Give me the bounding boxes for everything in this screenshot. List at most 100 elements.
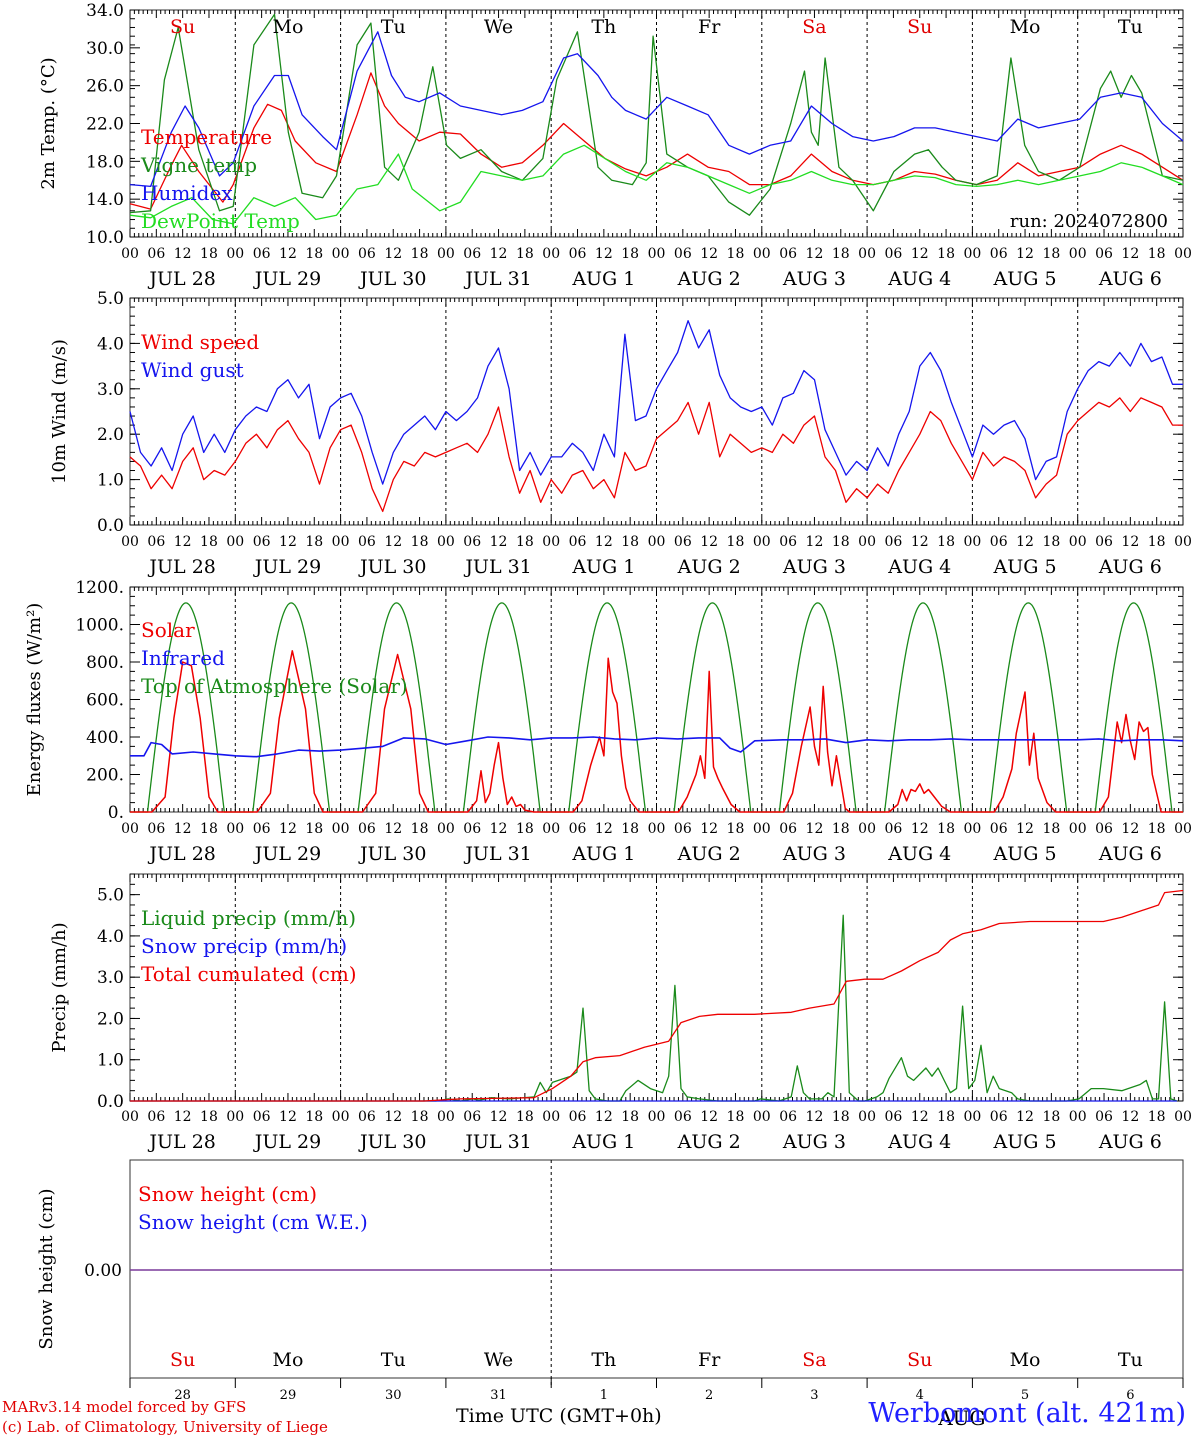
hour-tick-label: 00 — [753, 821, 771, 837]
hour-tick-label: 18 — [832, 821, 850, 837]
station-name: Werbomont (alt. 421m) — [868, 1398, 1186, 1429]
hour-tick-label: 18 — [411, 1109, 429, 1125]
series-solar-day — [867, 783, 973, 813]
day-label: AUG 3 — [782, 1131, 846, 1153]
y-tick-label: 0.00 — [84, 1261, 122, 1281]
legend-0: Liquid precip (mm/h) — [141, 906, 356, 930]
hour-tick-label: 00 — [226, 821, 244, 837]
day-label: JUL 29 — [253, 843, 321, 865]
hour-tick-label: 00 — [437, 821, 455, 837]
y-tick-label: 3.0 — [97, 380, 124, 400]
hour-tick-label: 18 — [516, 1109, 534, 1125]
series-toa-solar-day — [445, 602, 552, 813]
hour-tick-label: 00 — [753, 534, 771, 550]
hour-tick-label: 18 — [411, 246, 429, 262]
hour-tick-label: 00 — [1069, 1109, 1087, 1125]
hour-tick-label: 00 — [753, 246, 771, 262]
day-label: AUG 6 — [1098, 843, 1162, 865]
hour-tick-label: 18 — [516, 534, 534, 550]
hour-tick-label: 06 — [779, 1109, 797, 1125]
hour-tick-label: 00 — [332, 1109, 350, 1125]
series-toa-solar-day — [130, 602, 236, 813]
hour-tick-label: 00 — [121, 821, 139, 837]
day-number-label: 5 — [1021, 1388, 1029, 1403]
weekday-label: Tu — [381, 16, 406, 38]
hour-tick-label: 18 — [305, 246, 323, 262]
hour-tick-label: 12 — [700, 821, 718, 837]
hour-tick-label: 12 — [174, 821, 192, 837]
day-label: JUL 31 — [463, 843, 531, 865]
weekday-label: Tu — [381, 1349, 406, 1371]
hour-tick-label: 06 — [253, 246, 271, 262]
hour-tick-label: 00 — [332, 534, 350, 550]
hour-tick-label: 18 — [200, 821, 218, 837]
hour-tick-label: 12 — [911, 821, 929, 837]
hour-tick-label: 00 — [648, 821, 666, 837]
y-tick-label: 26.0 — [86, 77, 124, 97]
hour-tick-label: 18 — [1042, 1109, 1060, 1125]
hour-tick-label: 00 — [963, 1109, 981, 1125]
hour-tick-label: 12 — [279, 821, 297, 837]
hour-tick-label: 00 — [858, 1109, 876, 1125]
hour-tick-label: 00 — [437, 534, 455, 550]
hour-tick-label: 12 — [384, 1109, 402, 1125]
series-solar-day — [130, 661, 236, 813]
day-label: AUG 1 — [571, 556, 635, 578]
y-tick-label: 1.0 — [97, 1051, 124, 1071]
y-tick-label: 1000. — [75, 616, 124, 636]
hour-tick-label: 06 — [885, 534, 903, 550]
hour-tick-label: 00 — [963, 534, 981, 550]
hour-tick-label: 06 — [463, 534, 481, 550]
hour-tick-label: 18 — [621, 821, 639, 837]
hour-tick-label: 12 — [806, 246, 824, 262]
weekday-label: Su — [907, 1349, 932, 1371]
hour-tick-label: 18 — [1148, 246, 1166, 262]
weekday-label: Th — [591, 16, 616, 38]
hour-tick-label: 06 — [358, 246, 376, 262]
hour-tick-label: 06 — [253, 821, 271, 837]
weekday-label: Sa — [802, 16, 826, 38]
model-credit: MARv3.14 model forced by GFS — [2, 1398, 247, 1416]
day-label: JUL 30 — [358, 556, 426, 578]
hour-tick-label: 06 — [674, 246, 692, 262]
y-axis-label: 2m Temp. (°C) — [38, 57, 59, 189]
hour-tick-label: 06 — [990, 1109, 1008, 1125]
day-label: AUG 1 — [571, 1131, 635, 1153]
hour-tick-label: 06 — [147, 1109, 165, 1125]
day-label: AUG 1 — [571, 843, 635, 865]
hour-tick-label: 12 — [384, 821, 402, 837]
y-tick-label: 18.0 — [86, 152, 124, 172]
hour-tick-label: 18 — [727, 246, 745, 262]
hour-tick-label: 18 — [516, 246, 534, 262]
weekday-label: Fr — [698, 1349, 721, 1371]
hour-tick-label: 06 — [990, 534, 1008, 550]
hour-tick-label: 06 — [674, 1109, 692, 1125]
day-label: AUG 4 — [887, 1131, 951, 1153]
hour-tick-label: 12 — [911, 246, 929, 262]
hour-tick-label: 00 — [1174, 1109, 1192, 1125]
series-solar-day — [551, 657, 657, 813]
hour-tick-label: 00 — [1174, 246, 1192, 262]
weekday-label: Mo — [272, 1349, 303, 1371]
hour-tick-label: 06 — [1095, 534, 1113, 550]
hour-tick-label: 12 — [384, 534, 402, 550]
series-solar-day — [445, 741, 552, 813]
y-tick-label: 3.0 — [97, 968, 124, 988]
hour-tick-label: 06 — [463, 1109, 481, 1125]
y-tick-label: 4.0 — [97, 334, 124, 354]
hour-tick-label: 00 — [121, 246, 139, 262]
hour-tick-label: 06 — [253, 1109, 271, 1125]
hour-tick-label: 18 — [305, 534, 323, 550]
hour-tick-label: 00 — [121, 1109, 139, 1125]
legend-3: DewPoint Temp — [141, 209, 300, 233]
hour-tick-label: 18 — [832, 246, 850, 262]
hour-tick-label: 06 — [674, 821, 692, 837]
series-toa-solar-day — [340, 602, 446, 813]
hour-tick-label: 12 — [806, 821, 824, 837]
hour-tick-label: 12 — [911, 534, 929, 550]
hour-tick-label: 06 — [569, 821, 587, 837]
series-wind-speed — [129, 397, 1183, 513]
hour-tick-label: 12 — [490, 1109, 508, 1125]
hour-tick-label: 18 — [411, 534, 429, 550]
series-solar-day — [761, 685, 868, 813]
